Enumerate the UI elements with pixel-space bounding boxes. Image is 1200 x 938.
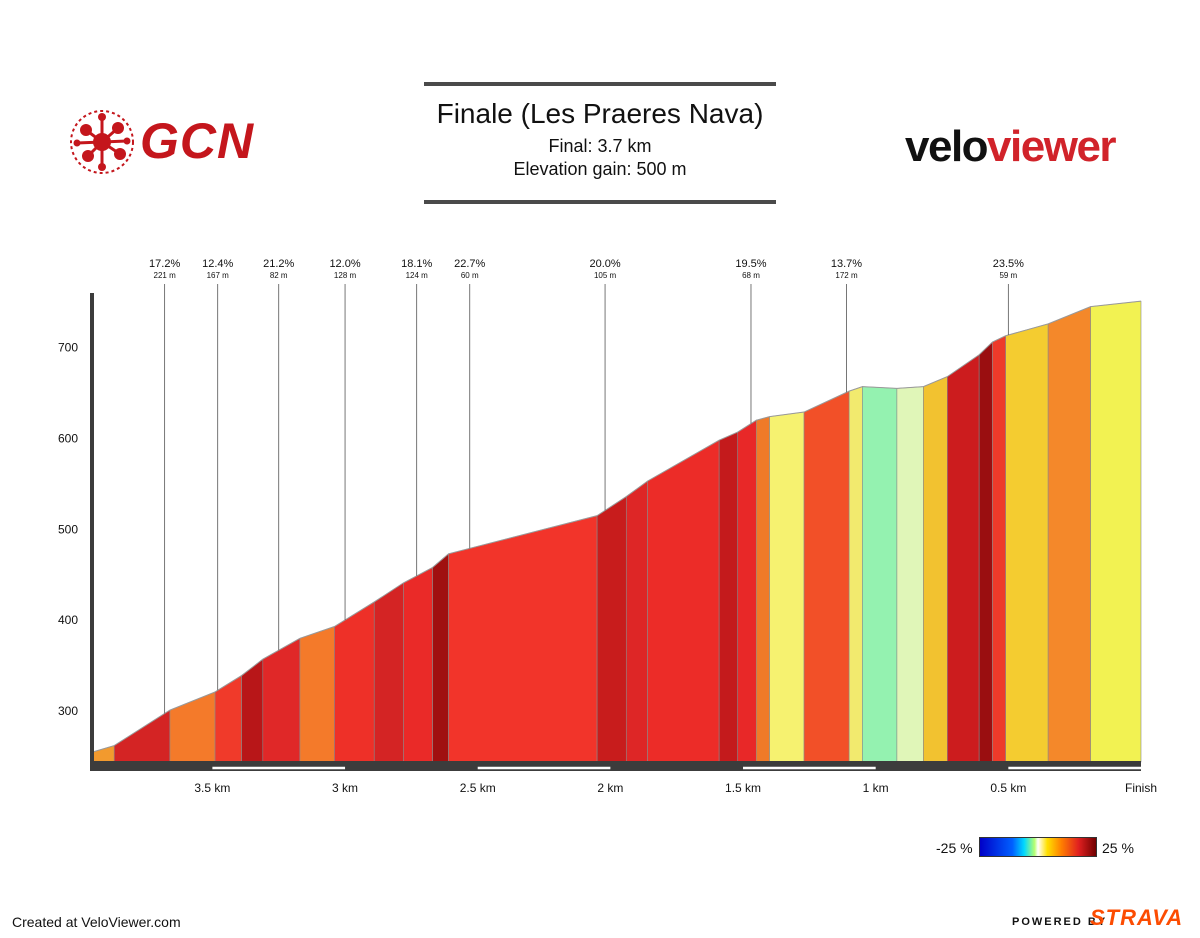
legend-min-label: -25 % (936, 840, 973, 856)
powered-by-label: POWERED BY (1012, 916, 1108, 928)
profile-segment (334, 601, 375, 763)
length-label: 60 m (461, 271, 479, 280)
x-tick-label: 1.5 km (725, 781, 761, 795)
y-tick-label: 500 (58, 522, 78, 536)
grade-label: 23.5% (993, 258, 1024, 270)
y-axis-ticks: 300 400 500 600 700 (58, 341, 78, 718)
profile-segment (737, 419, 757, 763)
x-tick-label: 0.5 km (990, 781, 1026, 795)
title-top-rule (424, 82, 776, 86)
elevation-gain-label: Elevation gain: 500 m (513, 159, 687, 179)
profile-segments (92, 300, 1142, 763)
profile-segment (92, 745, 115, 763)
length-label: 105 m (594, 271, 617, 280)
x-axis-ticks: 3.5 km 3 km 2.5 km 2 km 1.5 km 1 km 0.5 km Fini… (194, 781, 1157, 795)
length-label: 128 m (334, 271, 357, 280)
title-bottom-rule (424, 200, 776, 204)
profile-segment (947, 354, 980, 763)
profile-segment (862, 386, 898, 763)
gradient-legend-bar (979, 837, 1097, 857)
profile-segment (403, 566, 433, 763)
x-tick-label: 1 km (863, 781, 889, 795)
profile-segment (803, 390, 850, 763)
grade-label: 22.7% (454, 258, 485, 270)
profile-segment (169, 691, 216, 763)
gcn-globe-icon (70, 110, 134, 174)
profile-segment (923, 376, 948, 763)
profile-segment (896, 386, 924, 763)
grade-label: 17.2% (149, 258, 180, 270)
profile-segment (1090, 300, 1142, 763)
x-tick-label: 2 km (597, 781, 623, 795)
veloviewer-logo: veloviewer (905, 122, 1117, 172)
profile-segment (978, 341, 993, 763)
x-tick-label: Finish (1125, 781, 1157, 795)
profile-outline (92, 300, 1142, 753)
x-axis-bar (90, 761, 1141, 771)
profile-segment (596, 496, 627, 763)
legend-max-label: 25 % (1102, 840, 1134, 856)
chart-title: Finale (Les Praeres Nava) (436, 98, 764, 129)
profile-segment (718, 431, 739, 763)
profile-segment (432, 553, 449, 763)
grade-label: 12.0% (329, 258, 360, 270)
y-tick-label: 600 (58, 431, 78, 445)
length-label: 82 m (270, 271, 288, 280)
x-tick-label: 2.5 km (460, 781, 496, 795)
y-tick-label: 400 (58, 613, 78, 627)
profile-segment (647, 439, 720, 763)
grade-label: 12.4% (202, 258, 233, 270)
length-label: 167 m (207, 271, 230, 280)
veloviewer-logo-part1: velo (905, 122, 989, 171)
strava-logo: STRAVA (1090, 905, 1184, 930)
gcn-logo-text: GCN (140, 113, 255, 169)
x-tick-label: 3 km (332, 781, 358, 795)
grade-label: 13.7% (831, 258, 862, 270)
length-label: 124 m (406, 271, 429, 280)
created-at-label: Created at VeloViewer.com (12, 914, 181, 930)
profile-segment (755, 416, 770, 763)
profile-segment (769, 411, 805, 763)
grade-label: 20.0% (589, 258, 620, 270)
profile-segment (262, 637, 301, 763)
profile-segment (299, 626, 335, 763)
profile-segment (1047, 306, 1091, 763)
grade-label: 21.2% (263, 258, 294, 270)
profile-segment (848, 386, 863, 763)
length-label: 172 m (835, 271, 858, 280)
profile-segment (992, 335, 1006, 763)
profile-segment (625, 480, 648, 763)
grade-annotations: 17.2%221 m 12.4%167 m 21.2%82 m 12.0%128 m 1… (149, 258, 1024, 714)
profile-segment (113, 709, 171, 763)
profile-segment (241, 658, 264, 763)
length-label: 221 m (154, 271, 177, 280)
profile-segment (373, 582, 404, 763)
x-tick-label: 3.5 km (194, 781, 230, 795)
length-label: 68 m (742, 271, 760, 280)
y-tick-label: 700 (58, 341, 78, 355)
grade-label: 19.5% (735, 258, 766, 270)
veloviewer-logo-part2: viewer (987, 122, 1116, 171)
grade-label: 18.1% (401, 258, 432, 270)
profile-segment (1005, 323, 1049, 763)
length-label: 59 m (999, 271, 1017, 280)
profile-segment (448, 515, 598, 763)
profile-segment (214, 675, 242, 763)
y-tick-label: 300 (58, 704, 78, 718)
final-distance-label: Final: 3.7 km (548, 136, 652, 156)
